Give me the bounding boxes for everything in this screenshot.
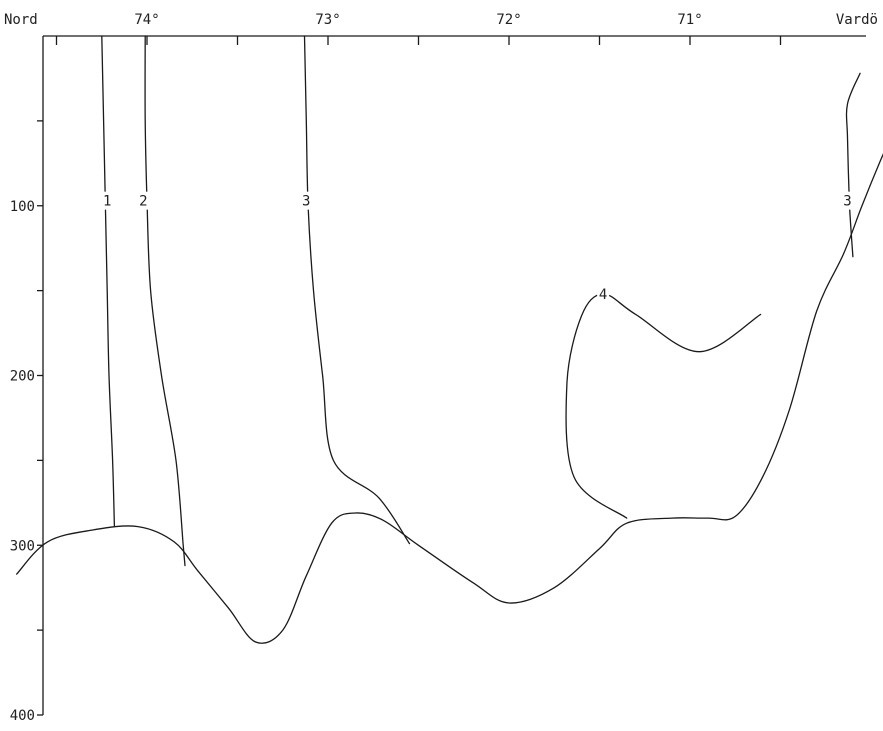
isoline-label-bg <box>137 191 150 210</box>
x-tick-label: 72° <box>496 12 521 28</box>
isoline-label: 3 <box>302 194 310 210</box>
isoline-label: 2 <box>139 194 147 210</box>
isolines: 1 2 3 4 3 <box>101 35 861 567</box>
isoline-1 <box>101 35 116 528</box>
y-tick-label: 100 <box>10 199 35 215</box>
isoline-label: 4 <box>599 287 607 303</box>
isoline-label-bg <box>101 191 114 210</box>
x-tick-label: 73° <box>315 12 340 28</box>
y-tick-label: 400 <box>10 708 35 724</box>
isoline-label: 1 <box>103 194 111 210</box>
axes <box>42 35 866 715</box>
isoline-label-bg <box>300 191 313 210</box>
isoline-label: 3 <box>843 194 851 210</box>
bottom-profile <box>16 153 883 644</box>
axis-labels: Nord Vardö <box>4 12 878 28</box>
x-tick-label: 74° <box>134 12 159 28</box>
x-axis-left-label: Nord <box>4 12 38 28</box>
isoline-label-bg <box>597 285 610 304</box>
x-tick-label: 71° <box>677 12 702 28</box>
ticks: 74° 73° 72° 71° 100 200 300 400 <box>10 12 782 724</box>
x-axis-right-label: Vardö <box>836 12 878 28</box>
y-tick-label: 200 <box>10 369 35 385</box>
isoline-4 <box>565 293 762 519</box>
isoline-3 <box>845 72 861 258</box>
y-tick-label: 300 <box>10 538 35 554</box>
isoline-label-bg <box>841 191 854 210</box>
seabed-profile-line <box>16 153 883 644</box>
isoline-3 <box>303 35 411 545</box>
isoline-2 <box>144 35 186 567</box>
